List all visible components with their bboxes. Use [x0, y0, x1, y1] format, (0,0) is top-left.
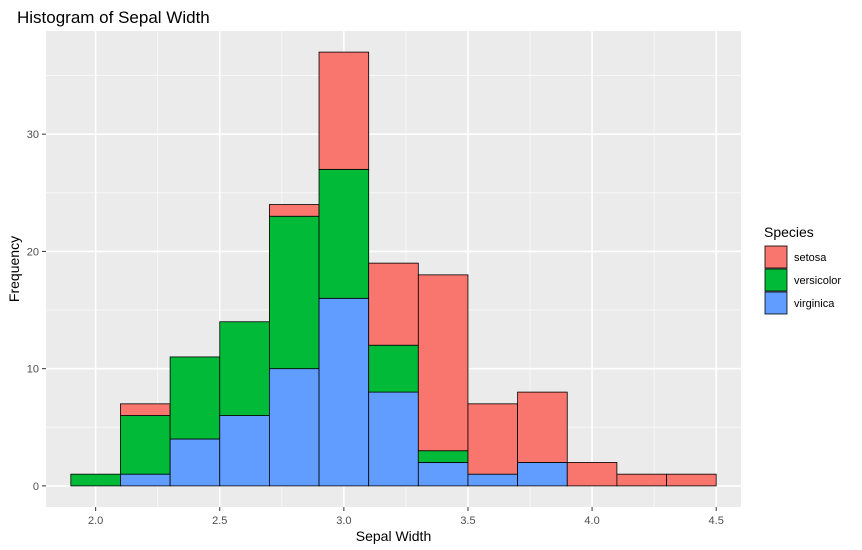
x-tick-label: 2.5	[212, 515, 227, 527]
bar-virginica	[268, 368, 320, 487]
bar-setosa	[566, 462, 618, 487]
legend-title: Species	[764, 224, 814, 240]
legend-key-versicolor	[764, 268, 788, 292]
bar-virginica	[368, 391, 419, 487]
bar-setosa	[368, 262, 419, 346]
bar-setosa	[268, 204, 320, 217]
y-tick-label: 10	[27, 364, 39, 376]
y-tick-label: 0	[33, 481, 39, 493]
bar-virginica	[417, 462, 469, 487]
x-tick-label: 3.0	[336, 515, 351, 527]
histogram-bars	[70, 51, 717, 487]
x-axis-ticks: 2.0 2.5 3.0 3.5 4.0 4.5	[88, 507, 724, 527]
x-tick-label: 2.0	[88, 515, 103, 527]
y-tick-label: 20	[27, 246, 39, 258]
bar-virginica	[517, 462, 568, 487]
bar-versicolor	[169, 356, 221, 440]
x-tick-label: 3.5	[460, 515, 475, 527]
legend-label-setosa: setosa	[794, 252, 827, 264]
bar-virginica	[120, 473, 171, 487]
bar-setosa	[120, 403, 171, 416]
bar-versicolor	[70, 473, 121, 487]
bar-virginica	[467, 473, 519, 487]
bar-setosa	[666, 473, 717, 487]
bar-versicolor	[318, 168, 370, 299]
bar-setosa	[318, 51, 370, 170]
bar-setosa	[616, 473, 667, 487]
bar-virginica	[219, 415, 270, 487]
bar-versicolor	[417, 450, 469, 463]
x-tick-label: 4.0	[584, 515, 599, 527]
x-axis-title: Sepal Width	[356, 528, 431, 544]
legend-label-virginica: virginica	[794, 298, 835, 310]
legend: Species setosa versicolor virginica	[764, 224, 841, 315]
bar-setosa	[517, 391, 568, 463]
bar-versicolor	[120, 415, 171, 475]
bar-virginica	[169, 438, 221, 487]
bar-versicolor	[368, 344, 419, 393]
bar-versicolor	[219, 321, 270, 416]
bar-versicolor	[268, 215, 320, 370]
y-axis-ticks: 0 10 20 30	[27, 129, 46, 493]
x-tick-label: 4.5	[709, 515, 724, 527]
bar-setosa	[417, 274, 469, 452]
bar-setosa	[467, 403, 519, 475]
bar-virginica	[318, 297, 370, 487]
y-axis-title: Frequency	[6, 236, 22, 302]
legend-key-setosa	[764, 245, 788, 269]
chart-title: Histogram of Sepal Width	[17, 8, 210, 27]
legend-key-virginica	[764, 291, 788, 315]
legend-label-versicolor: versicolor	[794, 275, 841, 287]
y-tick-label: 30	[27, 129, 39, 141]
